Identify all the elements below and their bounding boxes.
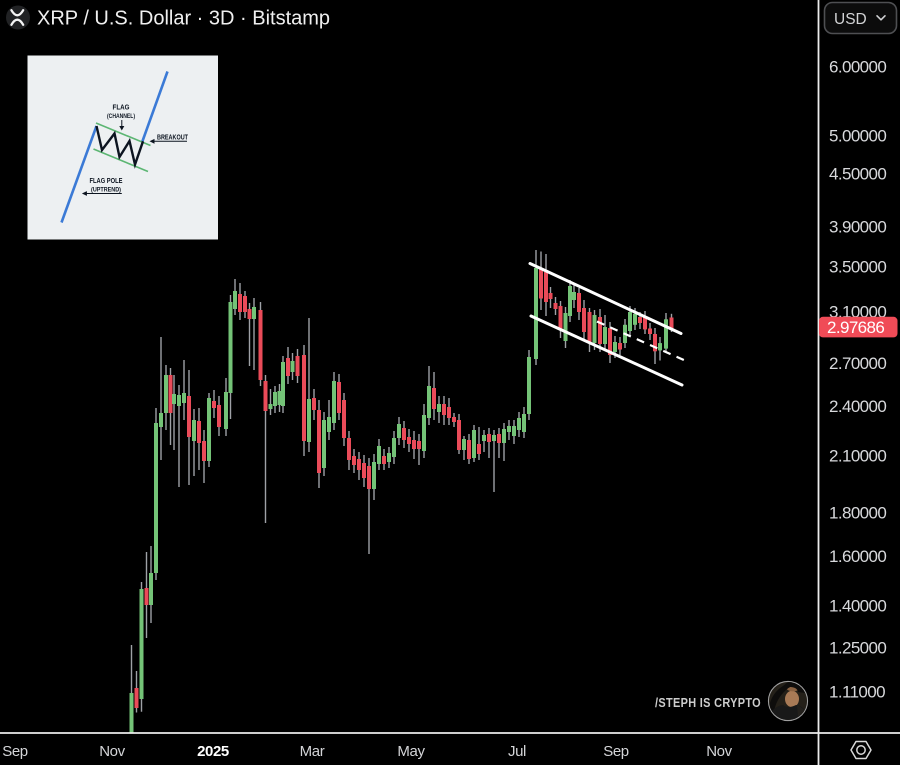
svg-text:XRP / U.S. Dollar · 3D · Bitst: XRP / U.S. Dollar · 3D · Bitstamp xyxy=(37,8,330,30)
svg-text:2.97686: 2.97686 xyxy=(827,318,884,337)
svg-text:3.50000: 3.50000 xyxy=(829,258,886,277)
svg-text:BREAKOUT: BREAKOUT xyxy=(157,135,189,142)
svg-text:2.40000: 2.40000 xyxy=(829,397,886,416)
svg-text:Nov: Nov xyxy=(99,743,125,760)
svg-text:1.60000: 1.60000 xyxy=(829,547,886,566)
svg-text:(CHANNEL): (CHANNEL) xyxy=(107,113,135,120)
svg-text:6.00000: 6.00000 xyxy=(829,58,886,77)
svg-text:3.90000: 3.90000 xyxy=(829,218,886,237)
svg-text:Sep: Sep xyxy=(603,743,629,760)
svg-text:2.70000: 2.70000 xyxy=(829,354,886,373)
svg-text:1.11000: 1.11000 xyxy=(829,682,885,701)
svg-text:5.00000: 5.00000 xyxy=(829,126,886,145)
svg-text:Jul: Jul xyxy=(508,743,526,760)
svg-text:3.10000: 3.10000 xyxy=(829,303,886,322)
svg-text:Sep: Sep xyxy=(2,743,28,760)
svg-text:2025: 2025 xyxy=(197,743,229,760)
svg-text:Mar: Mar xyxy=(300,743,325,760)
svg-text:May: May xyxy=(397,743,425,760)
svg-text:/STEPH IS CRYPTO: /STEPH IS CRYPTO xyxy=(655,695,761,710)
svg-text:4.50000: 4.50000 xyxy=(829,165,886,184)
svg-text:Nov: Nov xyxy=(706,743,732,760)
svg-text:2.10000: 2.10000 xyxy=(829,446,886,465)
svg-text:1.25000: 1.25000 xyxy=(829,638,886,657)
svg-text:(UPTREND): (UPTREND) xyxy=(91,187,121,194)
svg-text:FLAG: FLAG xyxy=(113,105,130,112)
svg-text:FLAG POLE: FLAG POLE xyxy=(90,178,123,185)
svg-text:USD: USD xyxy=(834,11,867,28)
svg-text:1.80000: 1.80000 xyxy=(829,503,886,522)
svg-text:1.40000: 1.40000 xyxy=(829,596,886,615)
